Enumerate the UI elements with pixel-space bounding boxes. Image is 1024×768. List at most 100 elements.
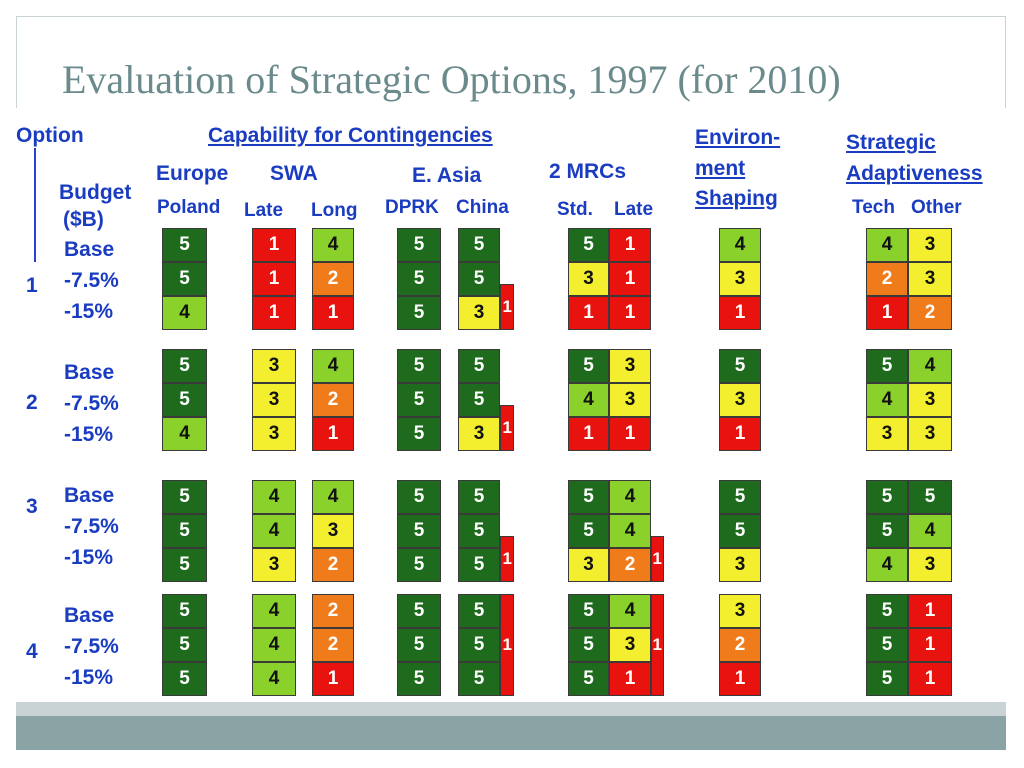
score-cell-tech: 4 bbox=[866, 228, 908, 262]
score-cell-env: 1 bbox=[719, 417, 761, 451]
score-cell-china: 5 bbox=[458, 594, 500, 628]
header-poland: Poland bbox=[157, 197, 221, 218]
mrc-reduction-bar: 1 bbox=[651, 536, 664, 582]
score-cell-dprk: 5 bbox=[397, 228, 441, 262]
score-cell-other: 1 bbox=[908, 594, 952, 628]
budget-level-label: -7.5% bbox=[64, 269, 119, 292]
score-cell-swa-long: 1 bbox=[312, 662, 354, 696]
score-cell-mrc-late: 3 bbox=[609, 383, 651, 417]
score-cell-env: 1 bbox=[719, 662, 761, 696]
option-divider bbox=[34, 148, 36, 262]
score-cell-poland: 5 bbox=[162, 594, 207, 628]
score-cell-poland: 5 bbox=[162, 548, 207, 582]
score-cell-mrc-std: 5 bbox=[568, 480, 609, 514]
score-cell-poland: 5 bbox=[162, 514, 207, 548]
score-cell-swa-long: 2 bbox=[312, 383, 354, 417]
score-cell-env: 5 bbox=[719, 514, 761, 548]
score-cell-mrc-late: 4 bbox=[609, 480, 651, 514]
score-cell-poland: 5 bbox=[162, 349, 207, 383]
header-budget: Budget bbox=[59, 181, 132, 204]
score-cell-env: 3 bbox=[719, 594, 761, 628]
header-east-asia: E. Asia bbox=[412, 164, 482, 187]
score-cell-other: 3 bbox=[908, 228, 952, 262]
header-mrc-std: Std. bbox=[557, 199, 593, 220]
score-cell-other: 3 bbox=[908, 383, 952, 417]
score-cell-poland: 4 bbox=[162, 296, 207, 330]
score-cell-mrc-std: 5 bbox=[568, 228, 609, 262]
score-cell-poland: 5 bbox=[162, 228, 207, 262]
option-number-4: 4 bbox=[26, 640, 38, 663]
score-cell-other: 3 bbox=[908, 548, 952, 582]
option-number-3: 3 bbox=[26, 495, 38, 518]
score-cell-swa-long: 2 bbox=[312, 262, 354, 296]
score-cell-swa-late: 4 bbox=[252, 594, 296, 628]
budget-level-label: Base bbox=[64, 361, 115, 384]
mrc-reduction-bar: 1 bbox=[651, 594, 664, 696]
header-swa: SWA bbox=[270, 162, 318, 185]
score-cell-env: 4 bbox=[719, 228, 761, 262]
score-cell-swa-long: 2 bbox=[312, 628, 354, 662]
score-cell-mrc-late: 1 bbox=[609, 662, 651, 696]
budget-level-label: -15% bbox=[64, 666, 114, 689]
score-cell-mrc-late: 1 bbox=[609, 417, 651, 451]
score-cell-tech: 3 bbox=[866, 417, 908, 451]
china-reduction-bar: 1 bbox=[500, 536, 514, 582]
budget-level-label: -15% bbox=[64, 546, 114, 569]
score-cell-mrc-std: 4 bbox=[568, 383, 609, 417]
slide-title: Evaluation of Strategic Options, 1997 (f… bbox=[62, 57, 841, 102]
score-cell-tech: 5 bbox=[866, 662, 908, 696]
budget-level-label: -7.5% bbox=[64, 392, 119, 415]
header-environment-2: ment bbox=[695, 157, 746, 180]
score-cell-mrc-std: 5 bbox=[568, 349, 609, 383]
header-budget-unit: ($B) bbox=[63, 208, 104, 231]
score-cell-swa-late: 4 bbox=[252, 514, 296, 548]
score-cell-swa-late: 3 bbox=[252, 349, 296, 383]
score-cell-mrc-std: 5 bbox=[568, 594, 609, 628]
score-cell-other: 4 bbox=[908, 514, 952, 548]
score-cell-tech: 5 bbox=[866, 514, 908, 548]
score-cell-mrc-late: 3 bbox=[609, 628, 651, 662]
score-cell-dprk: 5 bbox=[397, 594, 441, 628]
score-cell-dprk: 5 bbox=[397, 514, 441, 548]
score-cell-dprk: 5 bbox=[397, 480, 441, 514]
score-cell-china: 5 bbox=[458, 662, 500, 696]
footer-bar bbox=[16, 716, 1006, 750]
score-cell-other: 3 bbox=[908, 262, 952, 296]
option-number-1: 1 bbox=[26, 274, 38, 297]
score-cell-swa-long: 2 bbox=[312, 594, 354, 628]
score-cell-china: 3 bbox=[458, 296, 500, 330]
score-cell-dprk: 5 bbox=[397, 628, 441, 662]
score-cell-other: 3 bbox=[908, 417, 952, 451]
score-cell-poland: 5 bbox=[162, 262, 207, 296]
header-adaptiveness: Adaptiveness bbox=[846, 162, 983, 185]
score-cell-swa-long: 4 bbox=[312, 228, 354, 262]
score-cell-swa-late: 4 bbox=[252, 662, 296, 696]
budget-level-label: Base bbox=[64, 484, 115, 507]
score-cell-other: 5 bbox=[908, 480, 952, 514]
score-cell-mrc-std: 3 bbox=[568, 262, 609, 296]
score-cell-mrc-std: 5 bbox=[568, 514, 609, 548]
score-cell-swa-late: 1 bbox=[252, 262, 296, 296]
score-cell-mrc-std: 5 bbox=[568, 628, 609, 662]
score-cell-dprk: 5 bbox=[397, 662, 441, 696]
header-swa-late: Late bbox=[244, 200, 284, 221]
score-cell-swa-late: 3 bbox=[252, 383, 296, 417]
score-cell-dprk: 5 bbox=[397, 383, 441, 417]
score-cell-mrc-std: 3 bbox=[568, 548, 609, 582]
score-cell-poland: 5 bbox=[162, 628, 207, 662]
score-cell-mrc-std: 5 bbox=[568, 662, 609, 696]
score-cell-china: 5 bbox=[458, 514, 500, 548]
score-cell-china: 5 bbox=[458, 480, 500, 514]
score-cell-swa-late: 1 bbox=[252, 296, 296, 330]
china-reduction-bar: 1 bbox=[500, 405, 514, 451]
score-cell-swa-long: 1 bbox=[312, 417, 354, 451]
score-cell-tech: 1 bbox=[866, 296, 908, 330]
header-mrc-late: Late bbox=[614, 199, 654, 220]
score-cell-dprk: 5 bbox=[397, 548, 441, 582]
score-cell-dprk: 5 bbox=[397, 417, 441, 451]
budget-level-label: Base bbox=[64, 238, 115, 261]
option-number-2: 2 bbox=[26, 391, 38, 414]
budget-level-label: Base bbox=[64, 604, 115, 627]
score-cell-swa-long: 1 bbox=[312, 296, 354, 330]
score-cell-mrc-late: 2 bbox=[609, 548, 651, 582]
